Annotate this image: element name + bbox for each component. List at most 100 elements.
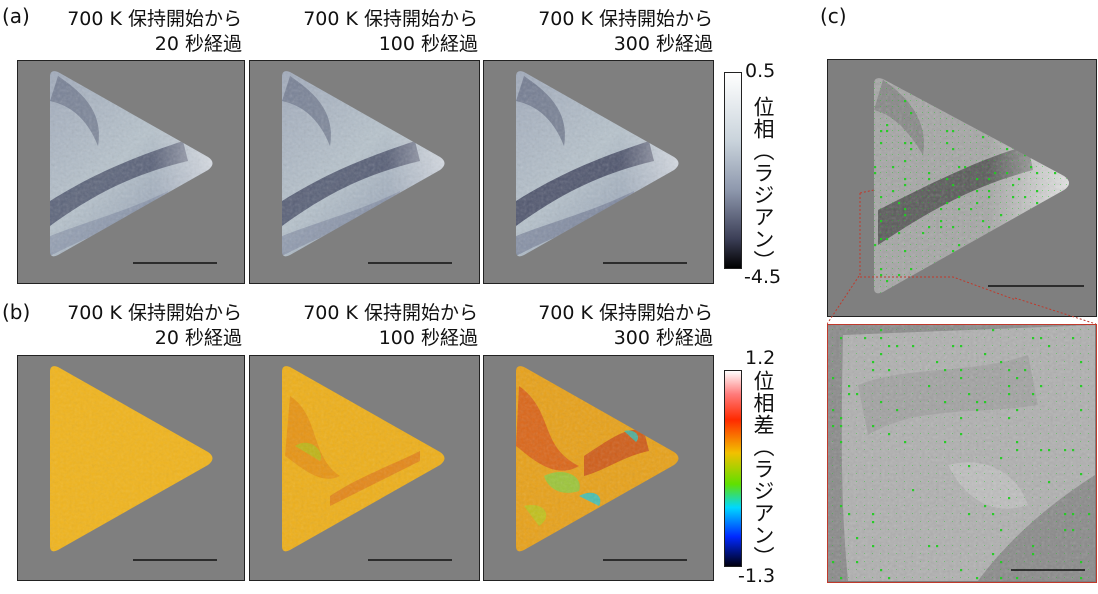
vector-mark — [862, 148, 863, 149]
vector-mark — [928, 401, 929, 402]
vector-mark — [1042, 196, 1043, 197]
vector-mark — [960, 473, 961, 474]
vector-mark — [1016, 409, 1019, 412]
vector-mark — [898, 268, 899, 269]
vector-mark — [904, 94, 905, 95]
vector-mark — [856, 226, 857, 227]
vector-mark — [898, 220, 899, 221]
vector-mark — [910, 262, 911, 263]
vector-mark — [1064, 577, 1065, 578]
vector-mark — [928, 112, 929, 113]
vector-mark — [952, 208, 953, 209]
vector-mark — [994, 238, 995, 239]
vector-mark — [868, 250, 869, 251]
vector-mark — [1000, 457, 1003, 460]
vector-mark — [886, 142, 887, 143]
vector-mark — [1012, 166, 1013, 167]
vector-mark — [1080, 473, 1083, 476]
vector-mark — [940, 232, 941, 233]
vector-mark — [1072, 385, 1073, 386]
vector-mark — [936, 441, 937, 442]
vector-mark — [922, 172, 923, 173]
vector-mark — [940, 136, 941, 137]
vector-mark — [1060, 94, 1061, 95]
vector-mark — [848, 433, 849, 434]
vector-mark — [840, 569, 841, 570]
vector-mark — [958, 166, 961, 169]
vector-mark — [992, 329, 995, 332]
vector-mark — [1016, 505, 1017, 506]
vector-mark — [1072, 262, 1073, 263]
vector-mark — [874, 178, 875, 179]
vector-mark — [964, 202, 965, 203]
vector-mark — [874, 148, 875, 149]
vector-mark — [982, 160, 983, 161]
vector-mark — [1018, 148, 1019, 149]
vector-mark — [952, 232, 953, 233]
vector-mark — [888, 425, 889, 426]
vector-mark — [844, 106, 845, 107]
vector-mark — [1054, 64, 1055, 65]
vector-mark — [1054, 256, 1055, 257]
vector-mark — [1080, 401, 1081, 402]
vector-mark — [1048, 106, 1049, 107]
vector-mark — [1072, 433, 1073, 434]
vector-mark — [1064, 425, 1065, 426]
vector-mark — [880, 112, 881, 113]
vector-mark — [1066, 70, 1067, 71]
vector-mark — [920, 577, 921, 578]
vector-mark — [916, 190, 917, 191]
vector-mark — [910, 70, 911, 71]
vector-mark — [1032, 489, 1033, 490]
vector-mark — [862, 76, 863, 77]
vector-mark — [940, 196, 941, 197]
vector-mark — [910, 76, 911, 77]
vector-mark — [934, 214, 935, 215]
vector-mark — [1072, 166, 1073, 167]
vector-mark — [992, 393, 993, 394]
vector-mark — [1000, 160, 1001, 161]
vector-mark — [968, 353, 969, 354]
vector-mark — [994, 184, 995, 185]
vector-mark — [1018, 262, 1019, 263]
vector-mark — [1042, 82, 1043, 83]
vector-mark — [1084, 82, 1085, 83]
vector-mark — [1078, 100, 1079, 101]
vector-mark — [896, 545, 897, 546]
vector-mark — [880, 377, 881, 378]
vector-mark — [952, 250, 955, 253]
vector-mark — [864, 473, 865, 474]
vector-mark — [850, 124, 851, 125]
vector-mark — [1078, 190, 1079, 191]
vector-mark — [1060, 190, 1061, 191]
vector-mark — [1066, 268, 1067, 269]
vector-mark — [916, 232, 917, 233]
vector-mark — [964, 232, 965, 233]
vector-mark — [1064, 385, 1065, 386]
vector-mark — [952, 361, 953, 362]
vector-mark — [856, 489, 857, 490]
vector-mark — [1006, 202, 1007, 203]
vector-mark — [1008, 545, 1009, 546]
vector-mark — [1078, 238, 1079, 239]
vector-mark — [1042, 106, 1045, 109]
vector-mark — [922, 190, 923, 191]
vector-mark — [1072, 481, 1073, 482]
vector-mark — [886, 208, 887, 209]
vector-mark — [910, 208, 911, 209]
vector-mark — [892, 142, 893, 143]
vector-mark — [982, 106, 983, 107]
vector-mark — [872, 345, 873, 346]
vector-mark — [838, 256, 839, 257]
vector-mark — [984, 393, 985, 394]
vector-mark — [874, 166, 877, 169]
vector-mark — [898, 172, 899, 173]
vector-mark — [910, 238, 911, 239]
vector-mark — [848, 513, 851, 516]
vector-mark — [970, 142, 971, 143]
vector-mark — [1080, 361, 1083, 364]
vector-mark — [1054, 124, 1055, 125]
vector-mark — [994, 130, 995, 131]
vector-mark — [864, 393, 865, 394]
vector-mark — [1024, 545, 1025, 546]
